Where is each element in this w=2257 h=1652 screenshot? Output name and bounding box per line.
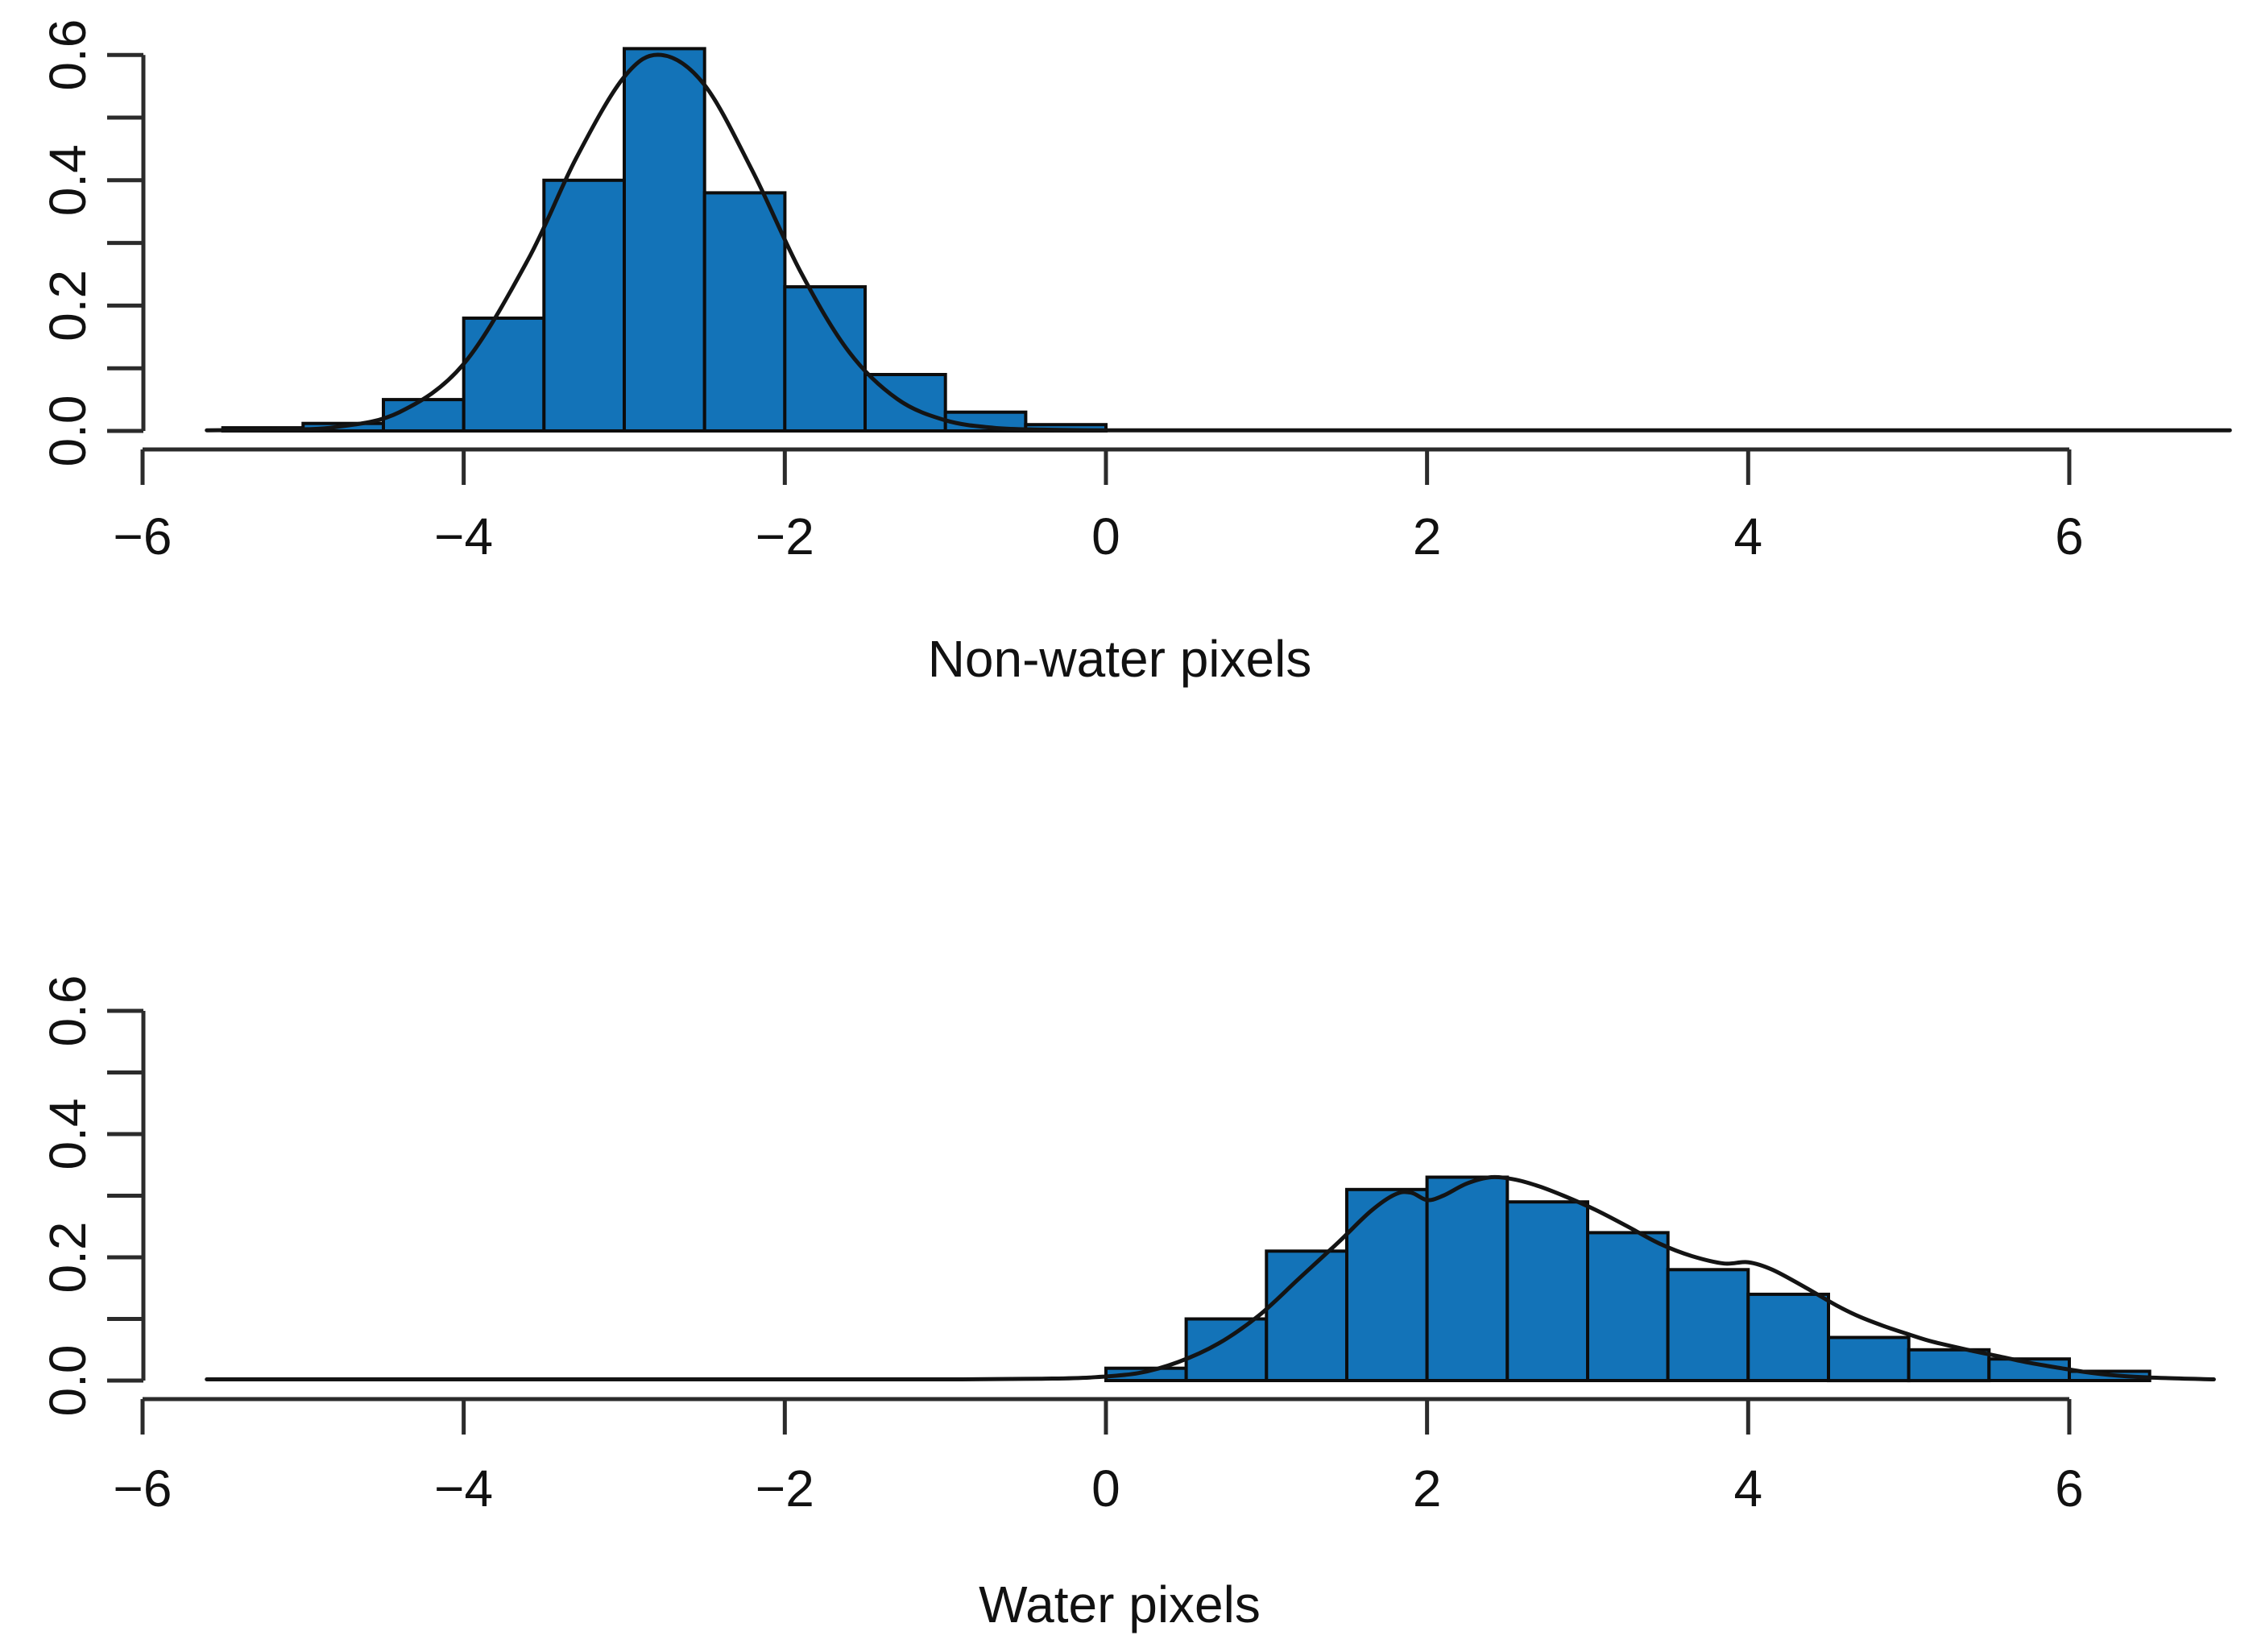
x-tick-label: 2 xyxy=(1413,1459,1442,1517)
x-tick-label: 0 xyxy=(1091,507,1120,565)
x-tick-label: 4 xyxy=(1734,507,1763,565)
x-tick-label: 6 xyxy=(2055,507,2084,565)
x-tick-label: 2 xyxy=(1413,507,1442,565)
y-tick-label: 0.6 xyxy=(39,975,97,1047)
histogram-bar xyxy=(623,47,706,433)
histogram-bar xyxy=(462,317,546,433)
x-tick-label: 6 xyxy=(2055,1459,2084,1517)
histogram-bar xyxy=(1586,1231,1670,1383)
histogram-bar xyxy=(783,285,867,433)
histogram-bar xyxy=(1345,1187,1429,1383)
x-tick-label: −6 xyxy=(114,507,172,565)
histogram-bar xyxy=(1425,1175,1509,1382)
water-axis-title: Water pixels xyxy=(979,1575,1261,1633)
non-water-bars xyxy=(221,47,1108,433)
histogram-bar xyxy=(542,178,626,433)
y-tick-label: 0.0 xyxy=(39,1345,97,1417)
y-tick-label: 0.4 xyxy=(39,1099,97,1170)
x-tick-label: −4 xyxy=(434,507,493,565)
histogram-bar xyxy=(1666,1268,1750,1383)
non-water-histogram-panel: −6 −4 −2 0 2 4 6 0.0 0.2 0.4 0.6 Non-water pixels xyxy=(39,19,2232,688)
y-tick-label: 0.6 xyxy=(39,19,97,91)
y-tick-label: 0.4 xyxy=(39,144,97,216)
histogram-bar xyxy=(1746,1292,1831,1383)
x-tick-label: 0 xyxy=(1091,1459,1120,1517)
x-tick-label: −4 xyxy=(434,1459,493,1517)
histogram-bar xyxy=(1505,1200,1590,1382)
y-tick-label: 0.2 xyxy=(39,270,97,342)
water-histogram-panel: −6 −4 −2 0 2 4 6 0.0 0.2 0.4 0.6 Water pixels xyxy=(39,975,2216,1633)
x-tick-label: −2 xyxy=(756,1459,814,1517)
water-bars xyxy=(1104,1175,2151,1383)
x-tick-label: −6 xyxy=(114,1459,172,1517)
histogram-bar xyxy=(1184,1317,1269,1382)
x-tick-label: −2 xyxy=(756,507,814,565)
density-curve xyxy=(205,1174,2216,1382)
density-curve xyxy=(205,52,2232,433)
x-tick-label: 4 xyxy=(1734,1459,1763,1517)
non-water-axis-title: Non-water pixels xyxy=(928,630,1312,688)
y-tick-label: 0.0 xyxy=(39,395,97,467)
histogram-bar xyxy=(1827,1335,1911,1383)
histogram-bar xyxy=(1907,1348,1991,1383)
y-tick-label: 0.2 xyxy=(39,1222,97,1294)
histogram-bar xyxy=(702,191,787,433)
